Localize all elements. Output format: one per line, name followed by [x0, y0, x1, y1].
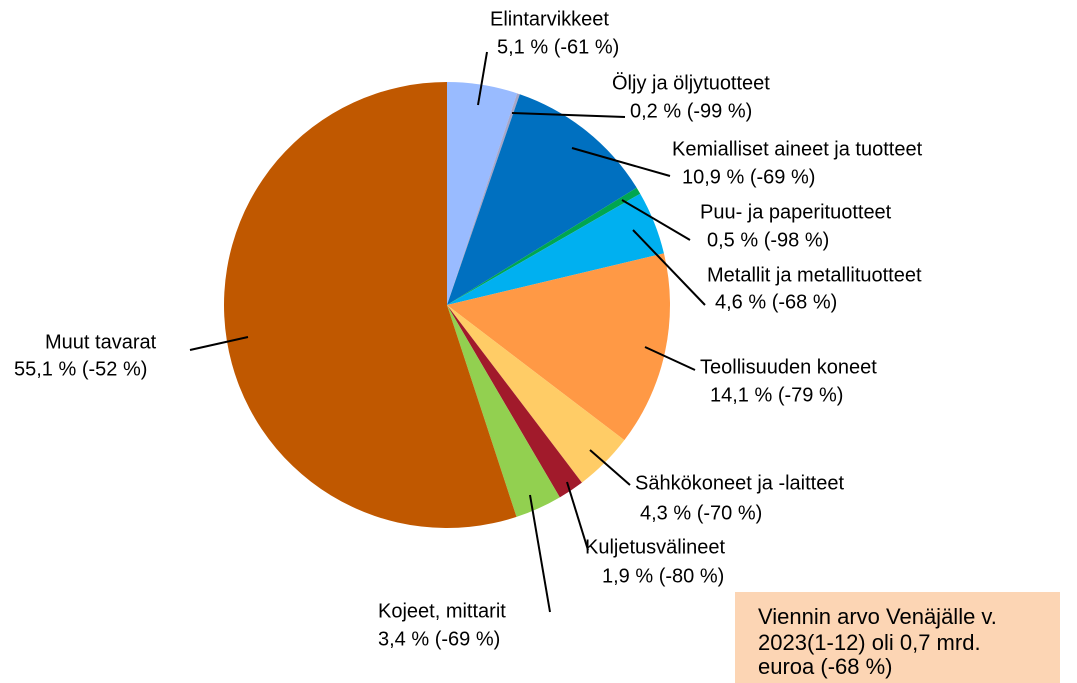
slice-label: Metallit ja metallituotteet: [707, 264, 922, 286]
value-label: 4,3 % (-70 %): [640, 502, 762, 524]
slice-label: Kuljetusvälineet: [585, 536, 726, 558]
slice-label: Elintarvikkeet: [490, 8, 609, 30]
leader-line: [621, 199, 691, 241]
leader-line: [589, 449, 631, 486]
value-label: 10,9 % (-69 %): [682, 166, 815, 188]
value-label: 55,1 % (-52 %): [14, 358, 147, 380]
leader-line: [529, 494, 551, 613]
slice-label: Sähkökoneet ja -laitteet: [635, 472, 844, 494]
leader-line: [571, 147, 671, 177]
annotation-line: Viennin arvo Venäjälle v.: [758, 604, 997, 629]
pie-slice: [447, 193, 664, 305]
pie-slice: [224, 82, 517, 528]
slice-label: Teollisuuden koneet: [700, 356, 877, 378]
leader-line: [511, 112, 626, 118]
pie-slice: [447, 305, 625, 483]
leader-line: [566, 481, 589, 551]
leader-line: [477, 51, 488, 106]
value-label: 3,4 % (-69 %): [378, 628, 500, 650]
leader-line: [632, 229, 706, 306]
pie-slice: [447, 305, 582, 498]
slice-label: Kemialliset aineet ja tuotteet: [672, 138, 923, 160]
annotation-line: euroa (-68 %): [758, 654, 893, 679]
slice-label: Kojeet, mittarit: [378, 600, 506, 622]
annotation-line: 2023(1-12) oli 0,7 mrd.: [758, 630, 981, 655]
value-label: 4,6 % (-68 %): [715, 291, 837, 313]
pie-slice: [447, 94, 637, 306]
annotation-box: [735, 592, 1060, 683]
value-label: 14,1 % (-79 %): [710, 384, 843, 406]
slice-label: Öljy ja öljytuotteet: [612, 72, 770, 94]
annotation: Viennin arvo Venäjälle v. 2023(1-12) oli…: [735, 592, 1060, 683]
pie-slice: [447, 93, 520, 305]
slice-label: Muut tavarat: [45, 331, 157, 353]
leader-line: [644, 346, 696, 371]
pie-slice: [447, 82, 518, 305]
value-label: 5,1 % (-61 %): [497, 36, 619, 58]
pie-slice: [447, 305, 560, 517]
value-label: 1,9 % (-80 %): [602, 565, 724, 587]
leader-line: [189, 336, 249, 351]
slice-label: Puu- ja paperituotteet: [700, 201, 892, 223]
value-label: 0,2 % (-99 %): [630, 100, 752, 122]
pie-slice: [447, 187, 641, 305]
value-label: 0,5 % (-98 %): [707, 229, 829, 251]
pie-slice: [447, 253, 670, 441]
